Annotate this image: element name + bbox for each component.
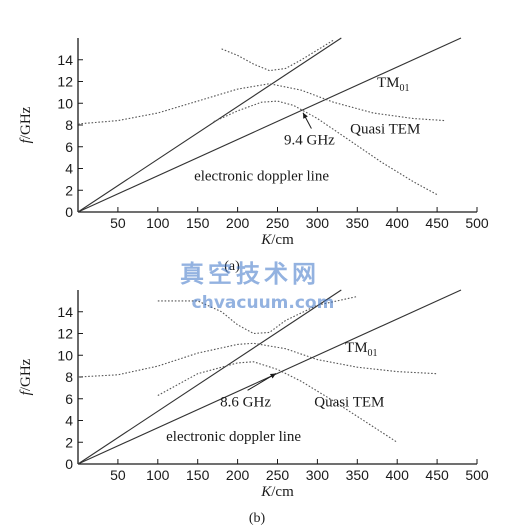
x-tick-label: 350 [346, 215, 370, 231]
series-line-4 [77, 342, 438, 378]
y-tick-label: 12 [57, 74, 73, 90]
annotation-label: 8.6 GHz [220, 394, 271, 410]
watermark-en: chvacuum.com [192, 293, 335, 313]
x-tick-label: 500 [465, 215, 489, 231]
y-tick-label: 0 [65, 456, 73, 472]
series-line-1 [77, 289, 342, 465]
series-line-5 [157, 361, 398, 443]
y-tick-label: 12 [57, 326, 73, 342]
x-tick-label: 150 [186, 467, 210, 483]
x-tick-label: 200 [226, 215, 250, 231]
chart-panel-a: 50 100 150 200 250 300 350 400 450 500 0 2 4 6 8 10 12 14… [18, 37, 489, 248]
x-tick-label: 450 [425, 467, 449, 483]
x-tick-label: 450 [425, 215, 449, 231]
annotation-label: electronic doppler line [166, 429, 301, 445]
x-tick-label: 300 [306, 215, 330, 231]
annotation-arrowhead [269, 373, 276, 379]
annotation-label: 9.4 GHz [284, 133, 335, 149]
series-line-3 [157, 295, 358, 335]
annotation-arrowhead [303, 112, 308, 119]
y-tick-label: 14 [57, 52, 73, 68]
annotation-label: Quasi TEM [350, 122, 420, 138]
panel-label-b: (b) [249, 511, 266, 526]
watermark: 真空技术网 chvacuum.com [180, 260, 334, 313]
x-axis-label: K/cm [260, 484, 294, 500]
x-tick-label: 350 [346, 467, 370, 483]
x-tick-label: 400 [386, 215, 410, 231]
y-tick-label: 2 [65, 182, 73, 198]
x-tick-label: 200 [226, 467, 250, 483]
y-tick-label: 8 [65, 117, 73, 133]
annotation-label: electronic doppler line [194, 168, 329, 184]
x-tick-label: 250 [266, 467, 290, 483]
watermark-cn: 真空技术网 [180, 260, 320, 288]
annotation-arrow [247, 373, 277, 391]
y-tick-label: 6 [65, 391, 73, 407]
y-tick-label: 4 [65, 413, 73, 429]
x-tick-label: 50 [110, 467, 126, 483]
x-tick-label: 500 [465, 467, 489, 483]
series-line-3 [221, 39, 334, 72]
y-tick-label: 2 [65, 434, 73, 450]
series-line-2 [77, 37, 462, 213]
y-tick-label: 4 [65, 161, 73, 177]
x-tick-label: 250 [266, 215, 290, 231]
x-tick-label: 400 [386, 467, 410, 483]
annotation-label: TM01 [377, 75, 410, 94]
x-tick-label: 100 [146, 467, 170, 483]
annotation-label: Quasi TEM [314, 394, 384, 410]
y-tick-label: 10 [57, 95, 73, 111]
y-axis-label: f/GHz [18, 106, 34, 143]
y-tick-label: 14 [57, 304, 73, 320]
series-line-1 [77, 37, 342, 213]
y-tick-label: 6 [65, 139, 73, 155]
y-axis-label: f/GHz [18, 358, 34, 395]
x-tick-label: 50 [110, 215, 126, 231]
x-tick-label: 150 [186, 215, 210, 231]
series-line-5 [213, 100, 438, 196]
x-tick-label: 100 [146, 215, 170, 231]
x-tick-label: 300 [306, 467, 330, 483]
x-axis-label: K/cm [260, 232, 294, 248]
y-tick-label: 0 [65, 204, 73, 220]
panel-label-a: (a) [224, 259, 240, 274]
y-tick-label: 8 [65, 369, 73, 385]
chart-panel-b: 50 100 150 200 250 300 350 400 450 500 0 2 4 6 8 10 12 14… [18, 289, 489, 500]
y-tick-label: 10 [57, 347, 73, 363]
annotation-label: TM01 [345, 340, 378, 359]
